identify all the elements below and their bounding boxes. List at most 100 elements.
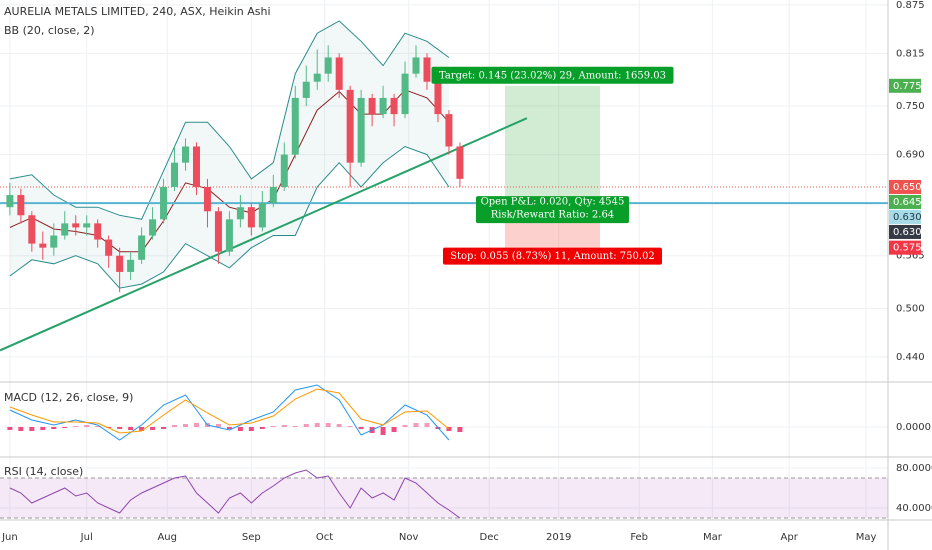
candle-body [390, 97, 398, 115]
rsi-title: RSI (14, close) [4, 465, 83, 478]
target-zone [504, 85, 601, 204]
candle-body [6, 195, 14, 208]
indicator-title: BB (20, close, 2) [4, 24, 95, 37]
histogram-bar [402, 425, 408, 427]
price-tag-label: 0.775 [893, 81, 922, 92]
candle-body [445, 114, 453, 147]
x-tick-label: Mar [703, 532, 723, 543]
x-tick-label: Oct [316, 532, 333, 543]
candle-body [412, 57, 420, 74]
histogram-bar [183, 424, 189, 427]
macd-line [9, 384, 450, 441]
candle-body [346, 89, 354, 163]
candle-body [379, 97, 387, 115]
histogram-bar [358, 427, 364, 429]
histogram-bar [270, 426, 276, 427]
candle-body [171, 162, 179, 187]
bb-basis [9, 89, 450, 253]
x-tick-label: Aug [157, 532, 177, 543]
histogram-bar [336, 424, 342, 427]
candle-body [236, 207, 244, 220]
histogram-bar [424, 423, 430, 427]
histogram-bar [161, 427, 167, 429]
candle-body [39, 243, 47, 248]
price-tag-label: 0.630 [893, 227, 922, 238]
price-tag-label: 0.630 [893, 212, 922, 223]
y-tick-label: 0.690 [896, 150, 925, 161]
histogram-bar [237, 427, 243, 431]
histogram-bar [128, 427, 134, 430]
pnl-label-box [475, 196, 629, 224]
candle-body [94, 223, 102, 240]
histogram-bar [413, 423, 419, 427]
x-tick-label: Jun [1, 532, 18, 543]
histogram-bar [117, 427, 123, 429]
candle-body [324, 57, 332, 74]
rsi-line [9, 469, 461, 519]
candle-body [313, 73, 321, 82]
histogram-bar [446, 427, 452, 431]
histogram-bar [18, 427, 24, 431]
x-tick-label: Sep [242, 532, 261, 543]
candle-body [434, 81, 442, 115]
candle-body [138, 235, 146, 260]
target-label-box [431, 66, 674, 84]
target-label: Target: 0.145 (23.02%) 29, Amount: 1659.… [439, 70, 666, 81]
price-tag [889, 209, 921, 224]
candle-body [160, 186, 168, 220]
candle-body [335, 57, 343, 90]
candle-body [269, 186, 277, 204]
candle-body [83, 223, 91, 228]
candle-body [225, 219, 233, 252]
stop-label-box [442, 247, 662, 265]
candle-body [368, 97, 376, 115]
histogram-bar [292, 426, 298, 427]
candle-body [17, 195, 25, 216]
candle-body [401, 73, 409, 115]
price-tag-label: 0.575 [893, 243, 922, 254]
histogram-bar [84, 425, 90, 427]
candle-body [214, 211, 222, 252]
y-tick-label: 0.500 [896, 303, 925, 314]
histogram-bar [172, 425, 178, 427]
y-tick-label: 0.0000 [896, 422, 931, 433]
histogram-bar [139, 427, 145, 431]
macd-title: MACD (12, 26, close, 9) [4, 391, 133, 404]
histogram-bar [457, 427, 463, 432]
x-tick-label: Feb [630, 532, 648, 543]
histogram-bar [7, 427, 13, 430]
histogram-bar [281, 425, 287, 427]
candle-body [182, 146, 190, 163]
y-tick-label: 0.875 [896, 0, 925, 11]
histogram-bar [62, 427, 68, 428]
candle-body [28, 215, 36, 244]
candle-body [127, 259, 135, 272]
candle-body [302, 81, 310, 98]
histogram-bar [303, 424, 309, 427]
histogram-bar [95, 426, 101, 427]
y-tick-label: 40.0000 [896, 503, 932, 514]
histogram-bar [73, 426, 79, 427]
histogram-bar [347, 426, 353, 427]
candle-body [258, 203, 266, 228]
histogram-bar [40, 427, 46, 430]
x-tick-label: Apr [781, 532, 799, 543]
price-tag-label: 0.650 [893, 182, 922, 193]
x-tick-label: Dec [480, 532, 499, 543]
x-tick-label: 2019 [546, 532, 571, 543]
histogram-bar [380, 427, 386, 435]
candle-body [280, 154, 288, 187]
histogram-bar [150, 427, 156, 430]
price-tag [889, 179, 921, 194]
candle-body [116, 255, 124, 272]
candle-body [291, 97, 299, 155]
histogram-bar [325, 423, 331, 427]
histogram-bar [29, 427, 35, 431]
histogram-bar [193, 423, 199, 427]
rsi-band [0, 478, 888, 518]
candle-body [423, 57, 431, 82]
y-tick-label: 80.0000 [896, 463, 932, 474]
x-tick-label: May [856, 532, 877, 543]
histogram-bar [248, 427, 254, 431]
